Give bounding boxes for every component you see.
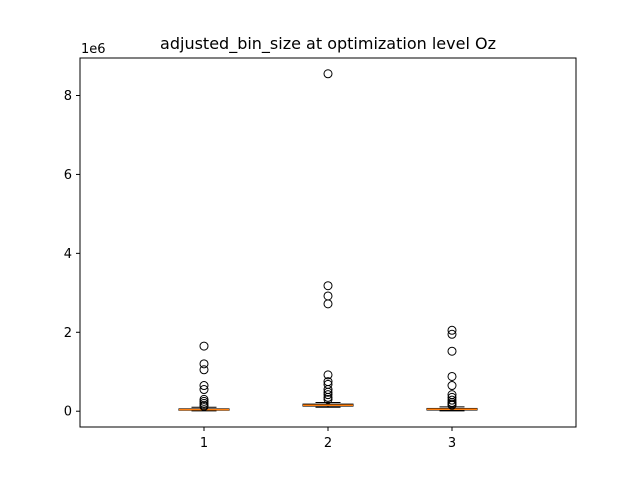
- outlier-point: [447, 381, 457, 391]
- outlier-point: [323, 69, 333, 79]
- outlier-point: [323, 390, 333, 400]
- outlier-point: [199, 365, 209, 375]
- outlier-point: [323, 299, 333, 309]
- y-tick-label: 0: [64, 405, 72, 420]
- outlier-point: [447, 329, 457, 339]
- outlier-point: [199, 381, 209, 391]
- x-tick-label: 2: [324, 436, 332, 451]
- y-tick-label: 6: [64, 168, 72, 183]
- outlier-point: [199, 385, 209, 395]
- outlier-point: [323, 387, 333, 397]
- box-group-3: [426, 325, 478, 412]
- outlier-point: [447, 325, 457, 335]
- x-tick-label: 3: [448, 436, 456, 451]
- outlier-point: [323, 370, 333, 380]
- y-tick-label: 4: [64, 247, 72, 262]
- x-axis: 1 2 3: [200, 427, 456, 451]
- box-group-2: [302, 69, 354, 408]
- outlier-point: [199, 401, 209, 411]
- y-axis: 0 2 4 6 8: [64, 89, 80, 420]
- outlier-point: [447, 400, 457, 410]
- outlier-point: [199, 359, 209, 369]
- outlier-point: [199, 341, 209, 351]
- y-tick-label: 2: [64, 326, 72, 341]
- outlier-point: [447, 371, 457, 381]
- x-tick-label: 1: [200, 436, 208, 451]
- y-axis-offset-label: 1e6: [81, 42, 106, 57]
- y-tick-label: 8: [64, 89, 72, 104]
- chart-marks: [178, 69, 478, 412]
- outlier-point: [447, 346, 457, 356]
- outlier-point: [447, 395, 457, 405]
- box-group-1: [178, 341, 230, 412]
- outlier-point: [323, 394, 333, 404]
- outlier-point: [323, 281, 333, 291]
- chart-title: adjusted_bin_size at optimization level …: [160, 34, 496, 54]
